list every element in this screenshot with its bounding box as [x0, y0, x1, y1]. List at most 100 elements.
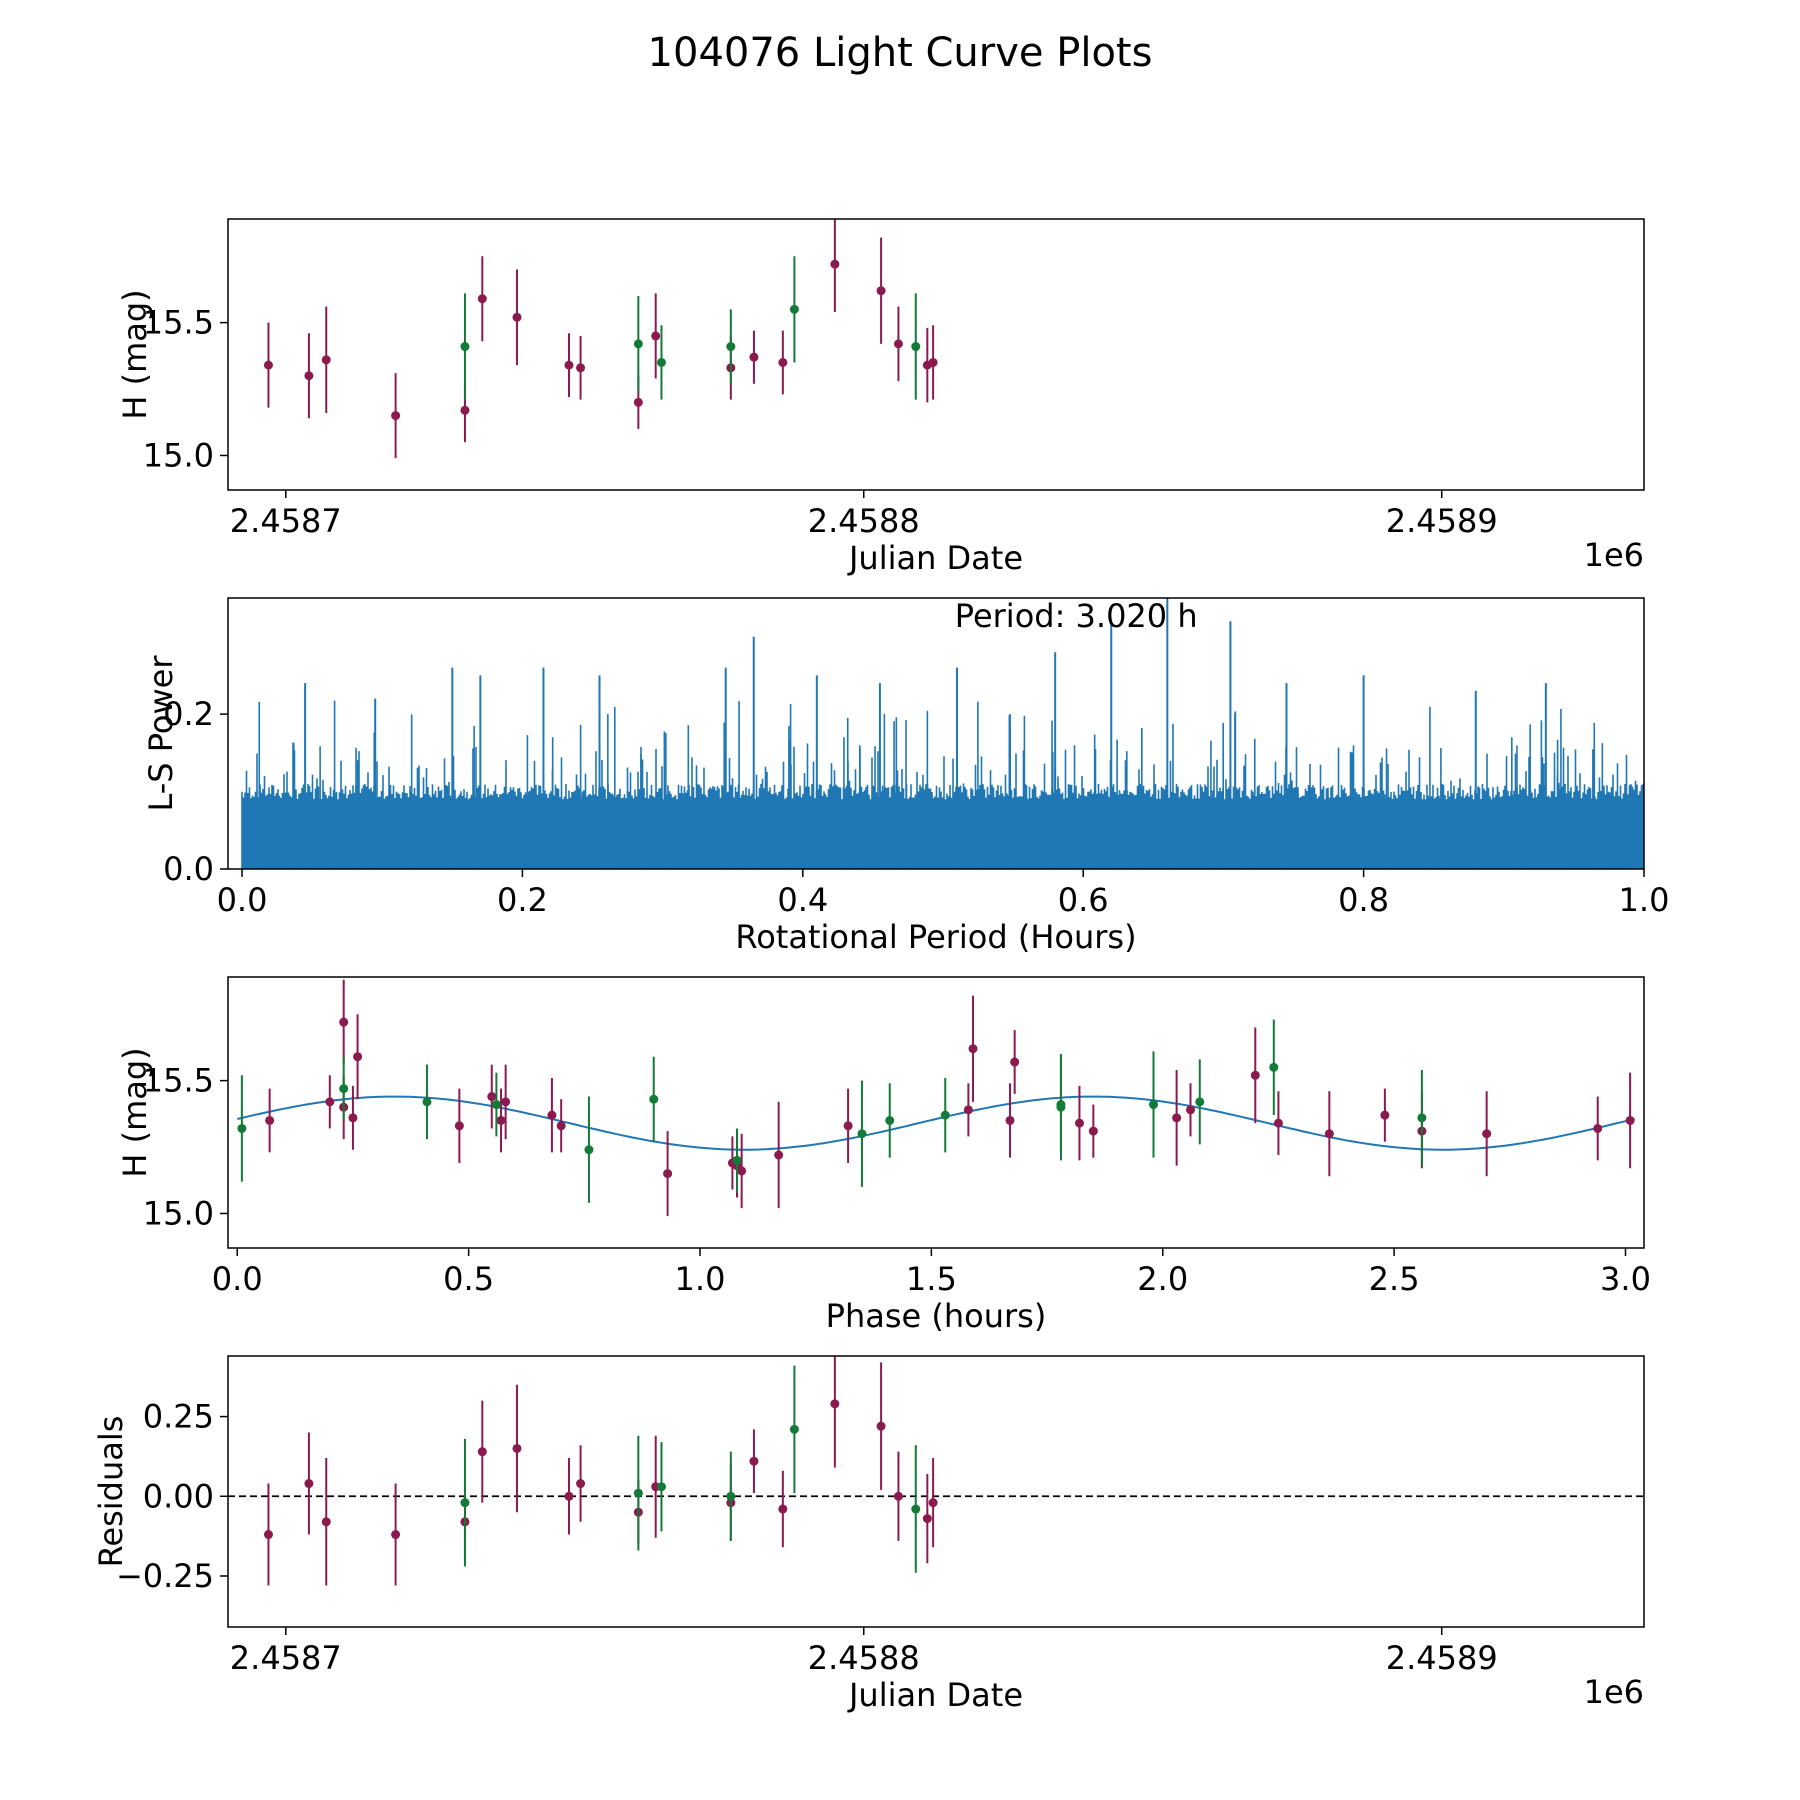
- data-point: [353, 1052, 363, 1062]
- data-point: [339, 1084, 349, 1094]
- data-point: [1088, 1126, 1098, 1136]
- data-point: [1005, 1115, 1015, 1125]
- panel-residuals: 2.45872.45882.45892.45902.45912.45922.45…: [92, 1355, 1645, 1714]
- x-tick-label: 0.2: [497, 881, 548, 919]
- data-point: [321, 355, 331, 365]
- x-tick-label: 1.0: [675, 1260, 726, 1298]
- data-point: [321, 1517, 331, 1527]
- data-point: [1273, 1118, 1283, 1128]
- data-point: [263, 360, 273, 370]
- y-tick-label: 15.5: [143, 304, 214, 342]
- data-point: [265, 1115, 275, 1125]
- data-point: [778, 357, 788, 367]
- data-point: [584, 1145, 594, 1155]
- data-point: [477, 1447, 487, 1457]
- data-point: [1074, 1118, 1084, 1128]
- data-point: [1186, 1105, 1196, 1115]
- data-point: [789, 304, 799, 314]
- data-point: [547, 1110, 557, 1120]
- data-point: [1056, 1102, 1066, 1112]
- data-point: [564, 360, 574, 370]
- y-tick-label: −0.25: [116, 1557, 214, 1595]
- x-tick-label: 0.0: [212, 1260, 263, 1298]
- x-tick-label: 2.4589: [1386, 1639, 1498, 1677]
- data-point: [940, 1110, 950, 1120]
- data-point: [1482, 1129, 1492, 1139]
- data-point: [496, 1115, 506, 1125]
- data-point: [633, 339, 643, 349]
- data-point: [1148, 1100, 1158, 1110]
- x-tick-label: 1.0: [1619, 881, 1670, 919]
- data-point: [911, 1504, 921, 1514]
- data-point: [237, 1123, 247, 1133]
- data-point: [656, 357, 666, 367]
- data-point: [1195, 1097, 1205, 1107]
- data-point: [928, 1498, 938, 1508]
- x-tick-label: 2.0: [1137, 1260, 1188, 1298]
- data-point: [774, 1150, 784, 1160]
- x-tick-label: 2.4587: [230, 502, 342, 540]
- x-tick-label: 0.5: [443, 1260, 494, 1298]
- axes-frame: [227, 218, 1645, 491]
- data-point: [391, 1530, 401, 1540]
- data-point: [1010, 1057, 1020, 1067]
- data-point: [1380, 1110, 1390, 1120]
- data-point: [778, 1504, 788, 1514]
- data-point: [304, 1479, 314, 1489]
- panel-periodogram: Period: 3.020 h 0.0 0.2 0.4 0.6 0.8 1.0 0.0 0.2 R…: [142, 597, 1669, 956]
- data-point: [876, 1421, 886, 1431]
- data-point: [1172, 1113, 1182, 1123]
- data-point: [1269, 1062, 1279, 1072]
- data-point: [876, 286, 886, 296]
- x-offset-label: 1e6: [1584, 536, 1644, 574]
- y-tick-label: 15.0: [143, 436, 214, 474]
- data-point: [1324, 1129, 1334, 1139]
- data-point: [885, 1115, 895, 1125]
- x-tick-label: 1.5: [906, 1260, 957, 1298]
- data-point: [656, 1482, 666, 1492]
- data-point: [391, 411, 401, 421]
- data-point: [339, 1017, 349, 1027]
- y-axis-label: L-S Power: [142, 655, 180, 812]
- x-axis-label: Julian Date: [847, 539, 1023, 577]
- data-point: [460, 342, 470, 352]
- x-tick-label: 2.4587: [230, 1639, 342, 1677]
- panel-phased: 0.0 0.5 1.0 1.5 2.0 2.5 3.0 15.0 15.5 Phase (hour…: [116, 976, 1651, 1335]
- data-point: [460, 1498, 470, 1508]
- x-tick-label: 2.5: [1369, 1260, 1420, 1298]
- data-point: [737, 1166, 747, 1176]
- data-point: [512, 312, 522, 322]
- data-point: [749, 1456, 759, 1466]
- data-point: [928, 357, 938, 367]
- data-point: [963, 1105, 973, 1115]
- y-tick-label: 0.2: [163, 695, 214, 733]
- y-axis-label: H (mag): [116, 289, 154, 419]
- x-axis-label: Phase (hours): [826, 1297, 1047, 1335]
- data-point: [911, 342, 921, 352]
- data-point: [726, 1491, 736, 1501]
- data-point: [651, 331, 661, 341]
- axes-frame: [227, 1355, 1645, 1628]
- x-tick-label: 0.0: [217, 881, 268, 919]
- x-axis-label: Rotational Period (Hours): [735, 918, 1136, 956]
- periodogram-base: [242, 803, 1644, 869]
- data-point: [789, 1424, 799, 1434]
- period-annotation: Period: 3.020 h: [955, 597, 1198, 635]
- data-point: [633, 397, 643, 407]
- data-point: [1250, 1070, 1260, 1080]
- data-point: [1417, 1113, 1427, 1123]
- data-point: [325, 1097, 335, 1107]
- model-curve: [237, 1095, 1635, 1151]
- data-point: [487, 1092, 497, 1102]
- data-point: [477, 294, 487, 304]
- data-point: [749, 352, 759, 362]
- axes-frame: [227, 976, 1645, 1249]
- data-point: [968, 1044, 978, 1054]
- data-point: [893, 339, 903, 349]
- x-tick-label: 0.4: [777, 881, 828, 919]
- x-tick-label: 3.0: [1600, 1260, 1651, 1298]
- data-point: [857, 1129, 867, 1139]
- x-tick-label: 2.4589: [1386, 502, 1498, 540]
- data-point: [732, 1155, 742, 1165]
- data-point: [348, 1113, 358, 1123]
